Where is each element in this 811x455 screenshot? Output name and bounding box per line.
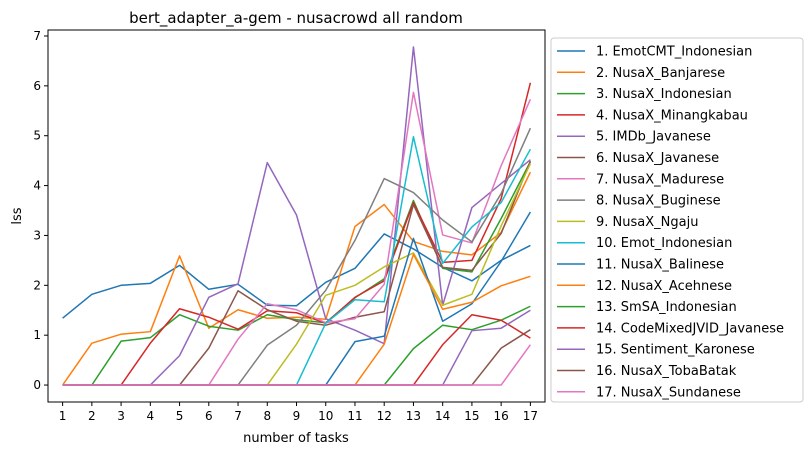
- x-tick-label: 11: [347, 409, 362, 423]
- legend-entry: 4. NusaX_Minangkabau: [596, 108, 748, 123]
- series-line-2: [62, 171, 532, 386]
- x-axis-ticks: 1 2 3 4 5 6 7 8 9 10 11 12 13 14 15 16 17: [59, 402, 538, 423]
- legend-entry: 7. NusaX_Madurese: [596, 172, 724, 187]
- x-tick-label: 13: [406, 409, 421, 423]
- legend: 1. EmotCMT_Indonesian 2. NusaX_Banjarese 3…: [550, 37, 804, 403]
- y-tick-label: 4: [33, 179, 41, 193]
- x-tick-label: 15: [464, 409, 479, 423]
- x-tick-label: 6: [205, 409, 213, 423]
- x-tick-label: 3: [117, 409, 125, 423]
- x-tick-label: 10: [318, 409, 333, 423]
- x-tick-label: 1: [59, 409, 67, 423]
- legend-entry: 12. NusaX_Acehnese: [596, 279, 732, 294]
- y-tick-label: 6: [33, 79, 41, 93]
- x-tick-label: 12: [377, 409, 392, 423]
- x-tick-label: 17: [523, 409, 538, 423]
- legend-entry: 13. SmSA_Indonesian: [596, 300, 737, 315]
- series-line-13: [62, 305, 531, 386]
- y-axis-ticks: 0 1 2 3 4 5 6 7: [33, 29, 48, 392]
- y-tick-label: 1: [33, 328, 41, 342]
- x-tick-label: 8: [263, 409, 271, 423]
- series-line-3: [62, 161, 532, 386]
- y-tick-label: 3: [33, 228, 41, 242]
- chart-title: bert_adapter_a-gem - nusacrowd all rando…: [129, 9, 463, 28]
- y-axis-label: lss: [10, 207, 25, 224]
- series-line-5: [62, 46, 531, 386]
- y-tick-label: 7: [33, 29, 41, 43]
- y-tick-label: 0: [33, 378, 41, 392]
- legend-entry: 6. NusaX_Javanese: [596, 151, 719, 166]
- legend-entry: 1. EmotCMT_Indonesian: [596, 45, 752, 60]
- legend-entry: 8. NusaX_Buginese: [596, 194, 721, 209]
- x-tick-label: 9: [293, 409, 301, 423]
- legend-entry: 14. CodeMixedJVID_Javanese: [596, 321, 784, 336]
- legend-frame: [550, 37, 804, 403]
- series-line-8: [62, 127, 532, 386]
- x-tick-label: 14: [435, 409, 450, 423]
- x-axis-label: number of tasks: [243, 431, 349, 446]
- series-line-16: [62, 329, 531, 386]
- legend-entry: 15. Sentiment_Karonese: [596, 343, 755, 358]
- legend-entry: 5. IMDb_Javanese: [596, 130, 711, 145]
- x-tick-label: 5: [176, 409, 184, 423]
- legend-entry: 10. Emot_Indonesian: [596, 236, 732, 251]
- x-tick-label: 2: [88, 409, 96, 423]
- x-tick-label: 4: [147, 409, 155, 423]
- legend-entry: 11. NusaX_Balinese: [596, 258, 724, 273]
- y-tick-label: 2: [33, 278, 41, 292]
- series-line-7: [62, 91, 532, 386]
- plot-lines: [62, 46, 532, 386]
- x-tick-label: 16: [494, 409, 509, 423]
- series-line-4: [62, 82, 532, 386]
- y-tick-label: 5: [33, 129, 41, 143]
- legend-entry: 2. NusaX_Banjarese: [596, 66, 725, 81]
- series-line-17: [62, 344, 531, 386]
- legend-entry: 9. NusaX_Ngaju: [596, 215, 698, 230]
- legend-entry: 17. NusaX_Sundanese: [596, 385, 741, 400]
- x-tick-label: 7: [234, 409, 242, 423]
- legend-entry: 16. NusaX_TobaBatak: [596, 364, 737, 379]
- legend-entry: 3. NusaX_Indonesian: [596, 87, 732, 102]
